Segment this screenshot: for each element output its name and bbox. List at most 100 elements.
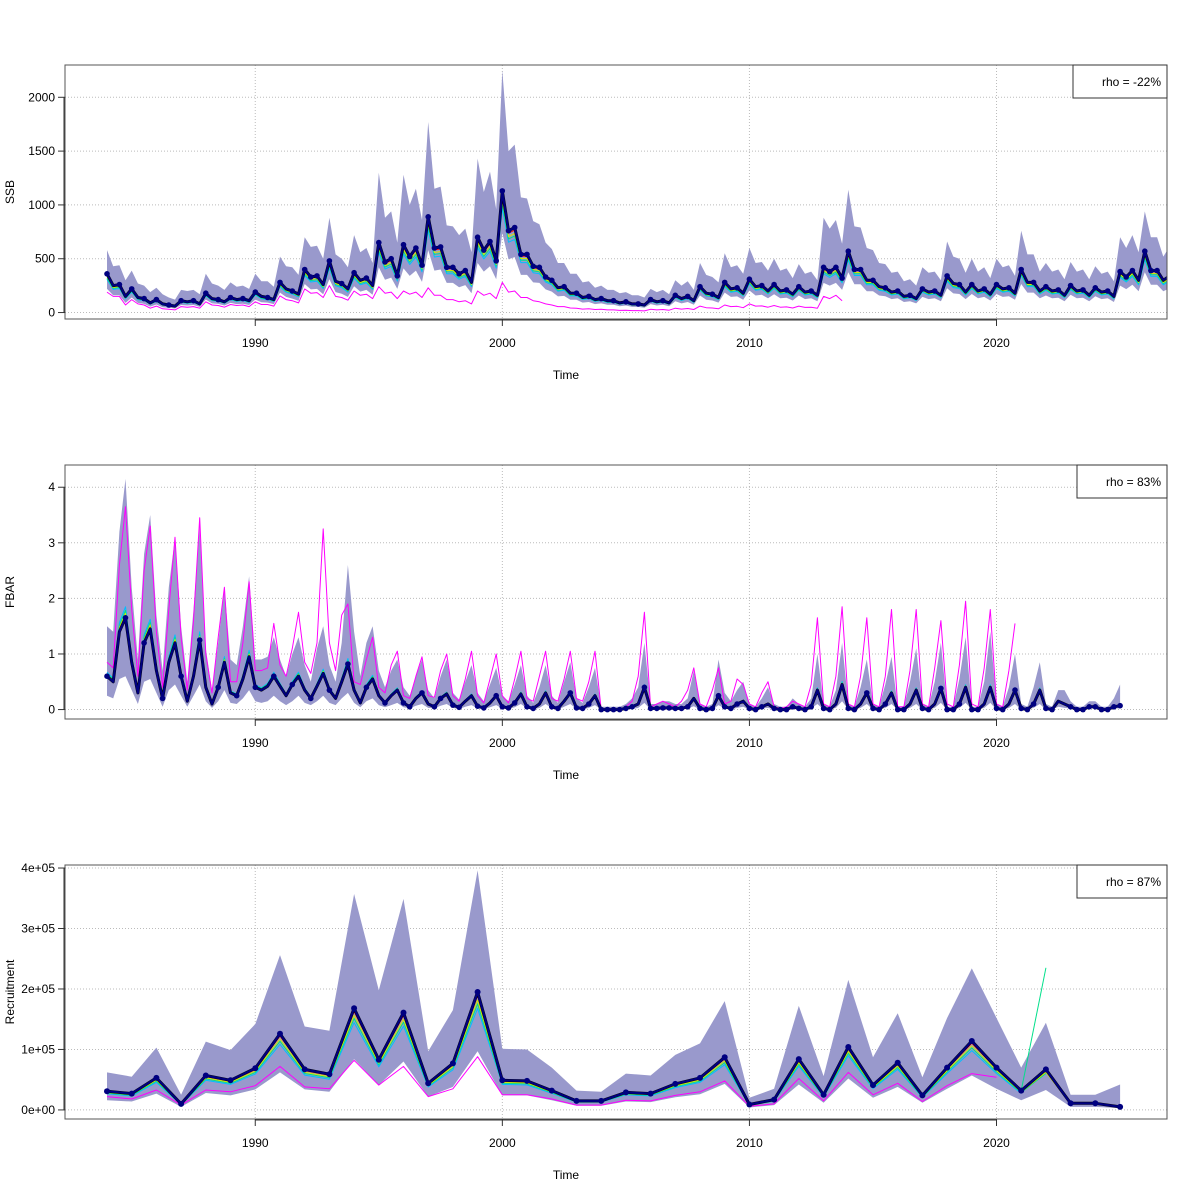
x-tick-label: 2000 [489, 336, 516, 350]
estimate-point [178, 673, 184, 679]
estimate-point [518, 251, 524, 258]
estimate-point [647, 1090, 654, 1097]
estimate-point [153, 1074, 160, 1081]
x-tick-label: 2020 [983, 1136, 1010, 1150]
legend-rho-text: rho = 87% [1106, 875, 1161, 889]
estimate-point [252, 1065, 259, 1072]
x-axis-title: Time [553, 368, 580, 382]
y-tick-label: 3 [48, 536, 55, 550]
estimate-point [159, 695, 166, 702]
estimate-point [870, 705, 876, 712]
estimate-point [851, 266, 858, 273]
estimate-point [141, 640, 147, 646]
estimate-point [1067, 282, 1074, 289]
y-tick-label: 1000 [28, 198, 55, 212]
estimate-point [1012, 687, 1018, 693]
estimate-point [450, 702, 456, 708]
estimate-point [839, 275, 845, 281]
estimate-point [925, 706, 932, 713]
x-tick-label: 2000 [489, 736, 516, 750]
estimate-point [697, 705, 703, 712]
estimate-point [1055, 287, 1062, 293]
estimate-point [820, 264, 827, 271]
estimate-point [734, 701, 740, 707]
confidence-band [107, 478, 1121, 710]
x-tick-label: 2020 [983, 736, 1010, 750]
estimate-point [104, 271, 110, 277]
estimate-point [777, 706, 784, 713]
estimate-point [870, 277, 876, 284]
estimate-point [1006, 285, 1012, 291]
estimate-point [789, 704, 796, 710]
estimate-point [993, 1064, 1000, 1071]
estimate-point [1043, 705, 1049, 712]
estimate-point [672, 292, 679, 299]
y-tick-label: 1500 [28, 144, 55, 158]
estimate-point [1117, 268, 1123, 275]
estimate-point [252, 289, 259, 295]
estimate-point [697, 283, 703, 290]
retro-peel-magenta [106, 281, 843, 312]
estimate-point [289, 288, 296, 294]
estimate-point [746, 276, 753, 283]
estimate-point [474, 989, 481, 995]
estimate-point [443, 264, 450, 271]
estimate-point [882, 285, 889, 291]
estimate-point [672, 705, 679, 712]
estimate-point [351, 269, 357, 276]
estimate-point [771, 281, 777, 288]
estimate-point [771, 1096, 778, 1103]
estimate-point [240, 295, 246, 302]
y-tick-label: 4 [48, 480, 55, 494]
estimate-point [703, 706, 709, 713]
estimate-point [808, 704, 814, 710]
estimate-point [604, 706, 611, 713]
estimate-point [1030, 701, 1037, 707]
estimate-point [684, 704, 691, 710]
confidence-band [107, 70, 1167, 309]
estimate-point [264, 294, 271, 301]
y-tick-label: 2 [48, 591, 55, 605]
estimate-point [894, 288, 901, 294]
plot-frame [64, 464, 1168, 720]
estimate-point [796, 283, 802, 290]
estimate-point [382, 700, 388, 706]
estimate-point [734, 285, 740, 291]
y-axis-title: FBAR [3, 576, 17, 608]
estimate-point [894, 1059, 901, 1066]
estimate-point [128, 286, 135, 292]
estimate-point [598, 706, 604, 713]
estimate-point [351, 1005, 358, 1012]
estimate-point [857, 266, 864, 273]
estimate-point [431, 245, 438, 251]
estimate-point [308, 274, 314, 280]
retro-peel-magenta [106, 506, 1016, 711]
x-tick-label: 1990 [242, 336, 269, 350]
estimate-point [919, 705, 926, 712]
estimate-point [567, 690, 574, 696]
estimate-point [474, 703, 481, 709]
estimate-point [530, 705, 536, 712]
estimate-point [882, 701, 889, 707]
estimate-point [271, 673, 277, 679]
estimate-point [1080, 287, 1086, 293]
ssb-panel: 1990 2000 2010 2020 0 500 1000 1500 2000 Time SSB r… [3, 64, 1168, 382]
y-tick-label: 500 [35, 252, 55, 266]
estimate-point [104, 1088, 110, 1095]
legend-box [1076, 864, 1168, 899]
y-tick-label: 1e+05 [21, 1042, 55, 1056]
estimate-point [660, 297, 666, 304]
estimate-point [153, 296, 160, 303]
estimate-point [394, 273, 401, 279]
estimate-point [203, 290, 209, 297]
estimate-point [1049, 706, 1055, 713]
estimate-point [746, 1101, 753, 1108]
estimate-point [969, 281, 975, 288]
estimate-point [820, 1091, 827, 1098]
estimate-point [419, 262, 425, 269]
estimate-point [437, 695, 444, 702]
estimate-point [907, 292, 913, 299]
estimate-point [449, 1060, 456, 1067]
estimate-point [505, 705, 512, 711]
estimate-point [227, 294, 234, 301]
